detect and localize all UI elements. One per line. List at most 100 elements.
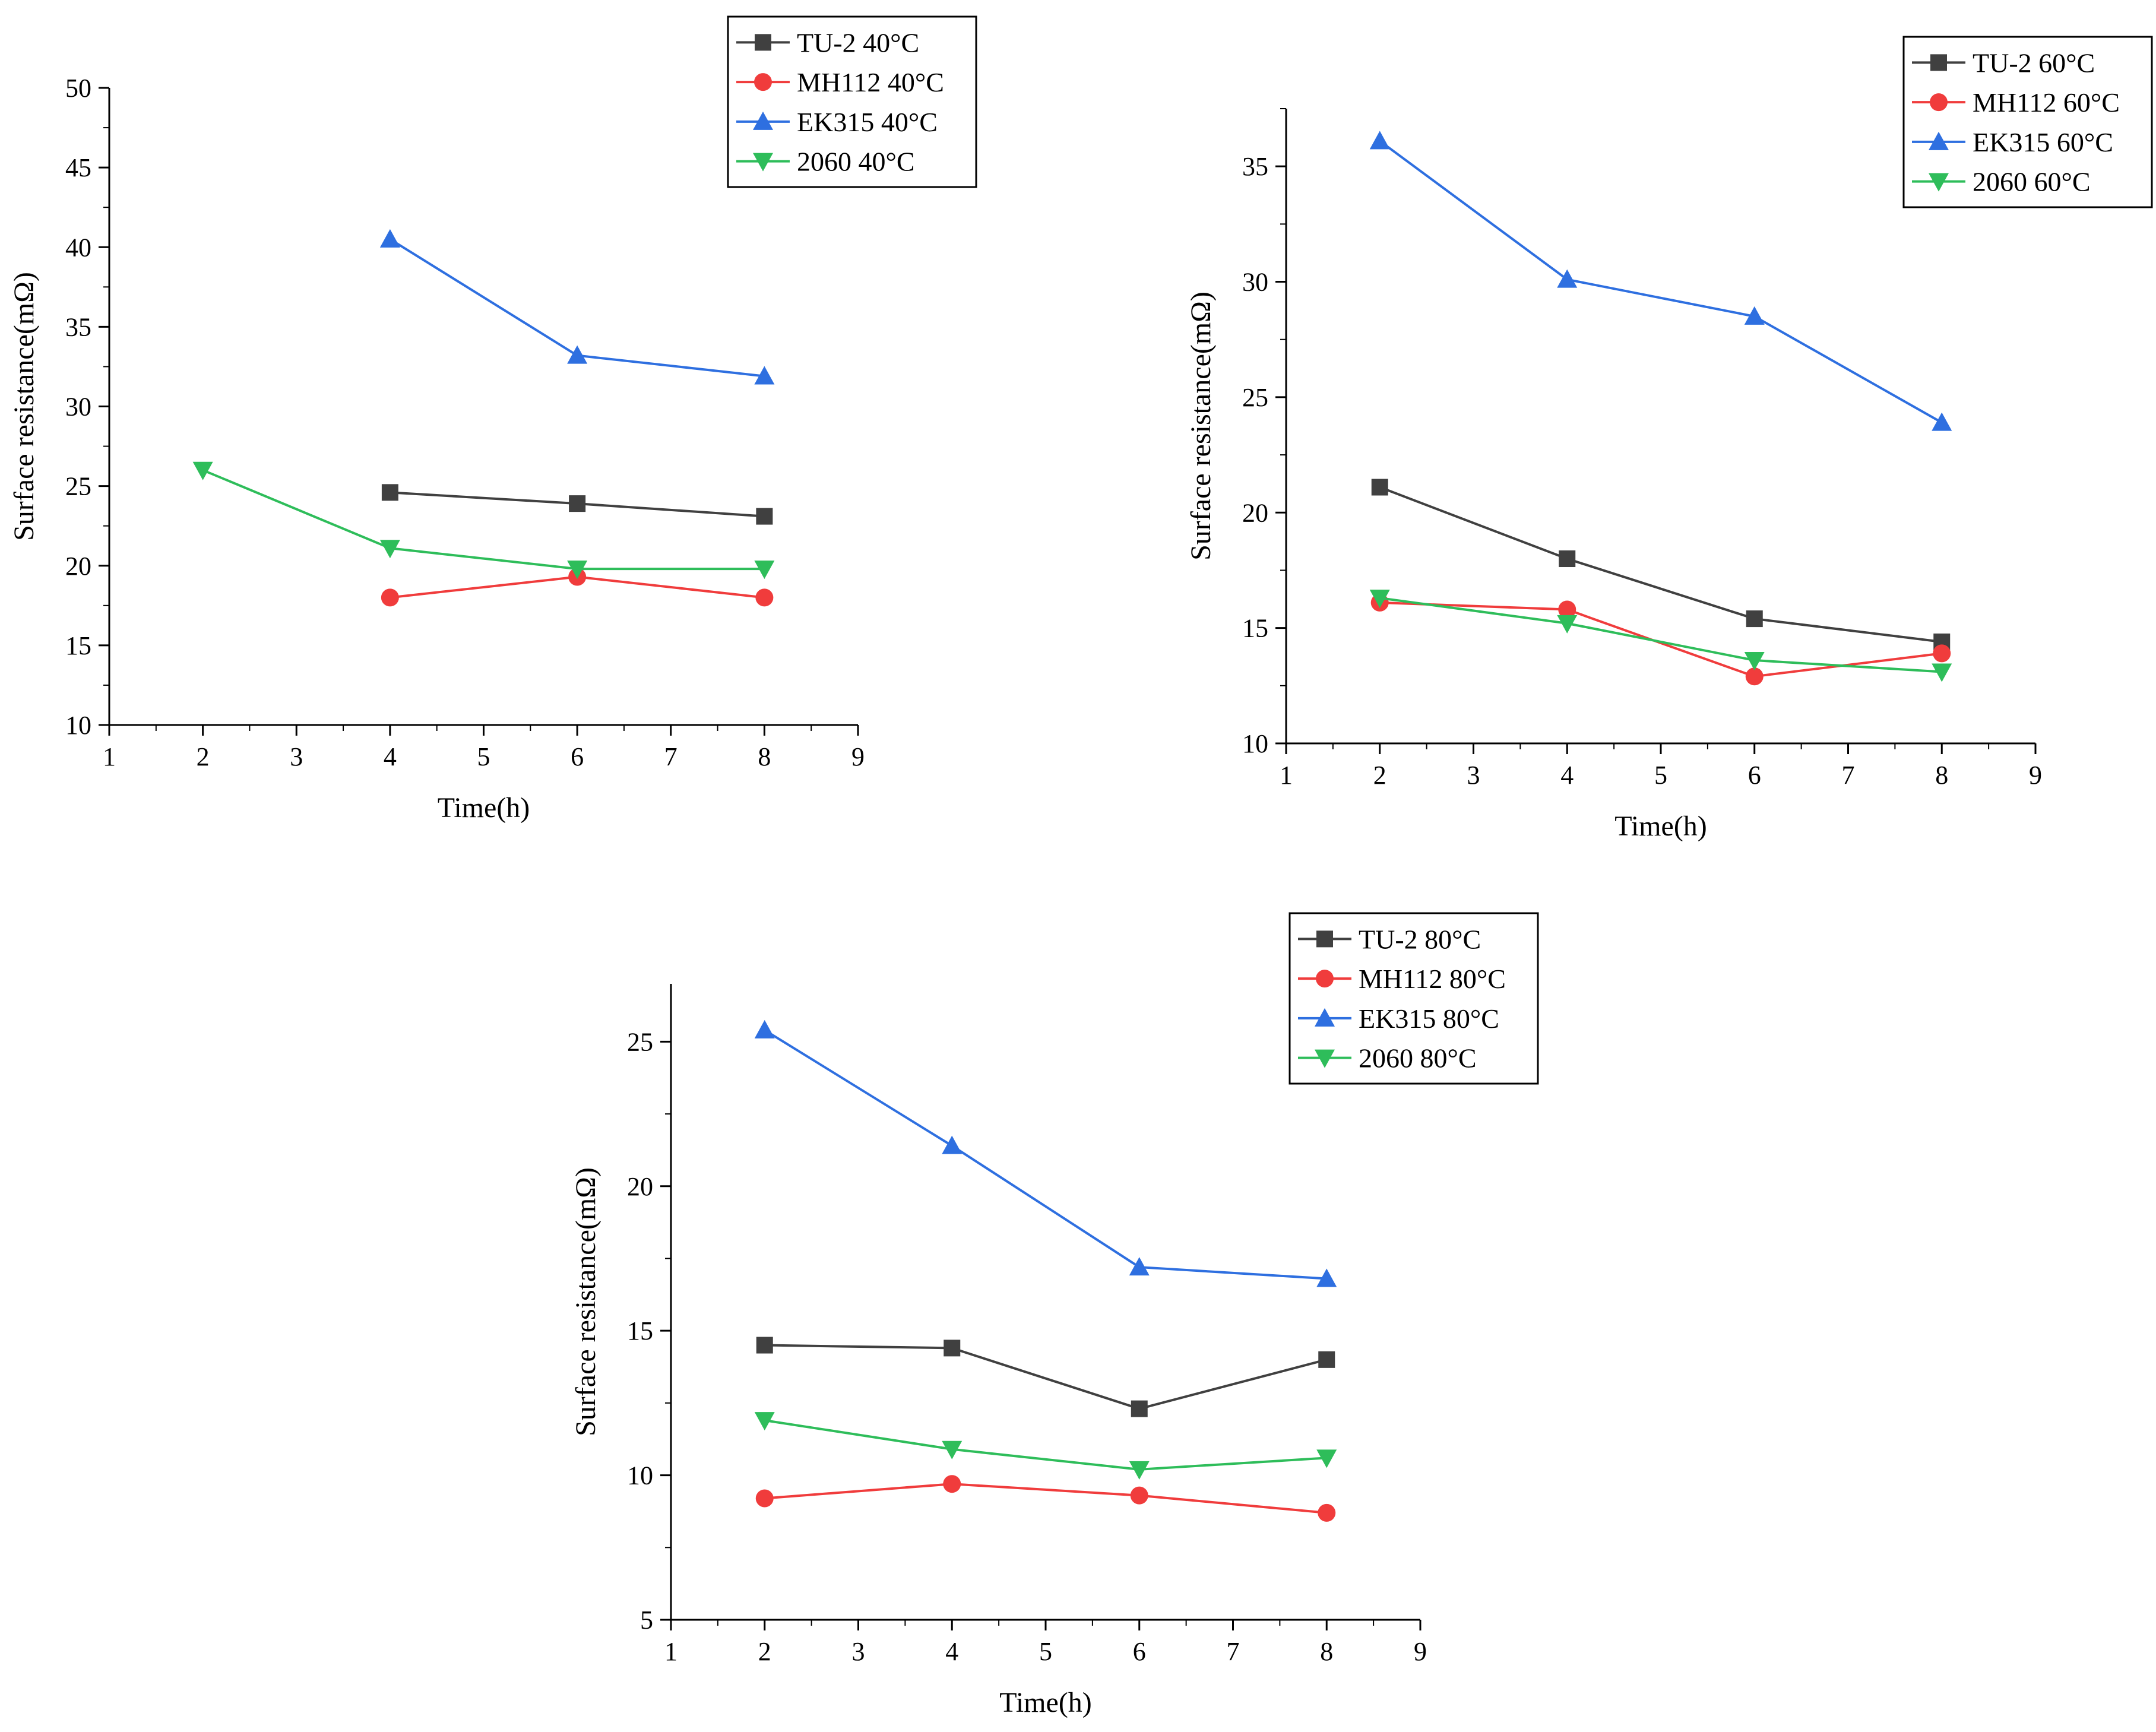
series-3: [1369, 131, 1952, 431]
data-point: [1932, 412, 1952, 431]
legend-marker: [1930, 54, 1947, 71]
legend-marker: [1315, 1049, 1335, 1068]
legend-marker: [755, 34, 771, 51]
data-point: [1557, 269, 1578, 288]
series-line: [764, 1419, 1327, 1471]
x-tick-label: 5: [1039, 1637, 1052, 1666]
x-tick-label: 6: [1748, 761, 1761, 790]
legend-marker: [1929, 131, 1949, 150]
data-point: [756, 1337, 773, 1354]
data-point: [1130, 1486, 1148, 1505]
series-line: [1379, 601, 1942, 678]
x-tick-label: 3: [852, 1637, 865, 1666]
data-point: [1369, 131, 1390, 150]
data-point: [754, 1412, 775, 1431]
y-tick-label: 35: [65, 312, 91, 341]
x-axis-title: Time(h): [1614, 810, 1707, 842]
y-tick-label: 15: [65, 631, 91, 660]
series-4: [192, 461, 775, 580]
x-tick-label: 4: [1560, 761, 1574, 790]
data-point: [1318, 1351, 1335, 1368]
data-point: [1131, 1400, 1148, 1417]
y-tick-label: 20: [65, 552, 91, 581]
x-tick-label: 7: [1227, 1637, 1240, 1666]
data-point: [1316, 1268, 1337, 1287]
series-line: [764, 1029, 1327, 1280]
data-point: [1744, 652, 1765, 671]
legend-marker: [1930, 93, 1948, 112]
chart-panel-3: 1 2 3 4 5 6 7 8 9 5 10 15 20 25 Time(h) Surface resista…: [570, 912, 1539, 1718]
y-axis-title: Surface resistance(mΩ): [1185, 292, 1217, 561]
x-tick-label: 8: [1935, 761, 1948, 790]
legend-label: MH112 80°C: [1359, 964, 1506, 994]
series-line: [764, 1344, 1327, 1410]
y-axis-title: Surface resistance(mΩ): [570, 1167, 601, 1436]
y-tick-label: 35: [1242, 152, 1268, 181]
data-point: [1371, 479, 1388, 496]
data-point: [1316, 1449, 1337, 1468]
x-tick-label: 8: [758, 742, 771, 771]
data-point: [942, 1440, 963, 1459]
y-tick-label: 25: [65, 472, 91, 501]
data-point: [569, 495, 586, 512]
legend-label: TU-2 80°C: [1359, 924, 1481, 954]
y-tick-label: 25: [1242, 383, 1268, 412]
legend-marker: [1929, 173, 1949, 192]
legend-label: 2060 40°C: [797, 147, 915, 177]
y-tick-label: 40: [65, 233, 91, 262]
y-tick-label: 5: [640, 1606, 653, 1635]
data-point: [755, 588, 774, 607]
legend-label: MH112 60°C: [1973, 87, 2120, 118]
series-4: [754, 1412, 1337, 1480]
x-tick-label: 8: [1320, 1637, 1333, 1666]
data-point: [379, 229, 400, 248]
data-point: [754, 561, 775, 580]
data-point: [943, 1475, 961, 1493]
x-tick-label: 9: [1414, 1637, 1427, 1666]
data-point: [1746, 610, 1763, 628]
data-point: [1558, 600, 1576, 619]
data-point: [1745, 667, 1764, 686]
series-line: [1379, 597, 1942, 673]
series-line: [1379, 486, 1942, 643]
y-tick-label: 30: [65, 392, 91, 422]
legend-label: EK315 40°C: [797, 107, 938, 137]
data-point: [1318, 1503, 1336, 1522]
y-tick-label: 10: [1242, 729, 1268, 758]
series-1: [381, 484, 773, 525]
y-tick-label: 15: [1242, 614, 1268, 643]
series-4: [1369, 590, 1952, 682]
legend: TU-2 60°C MH112 60°C EK315 60°C 2060 60°C: [1902, 36, 2153, 208]
x-tick-label: 2: [1373, 761, 1386, 790]
legend-label: 2060 80°C: [1359, 1043, 1477, 1074]
y-tick-label: 10: [627, 1461, 653, 1490]
x-tick-label: 3: [1467, 761, 1480, 790]
x-axis-title: Time(h): [438, 792, 530, 824]
x-tick-label: 4: [384, 742, 397, 771]
data-point: [944, 1340, 961, 1357]
legend-marker: [1316, 970, 1334, 988]
legend-label: TU-2 60°C: [1973, 48, 2095, 78]
x-tick-label: 6: [1133, 1637, 1146, 1666]
legend-marker: [753, 153, 773, 172]
x-axis-title: Time(h): [999, 1687, 1092, 1718]
x-tick-label: 5: [477, 742, 490, 771]
data-point: [942, 1135, 963, 1154]
data-point: [1744, 306, 1765, 325]
data-point: [1369, 590, 1390, 609]
y-tick-label: 20: [627, 1172, 653, 1201]
x-tick-label: 4: [945, 1637, 958, 1666]
legend: TU-2 40°C MH112 40°C EK315 40°C 2060 40°C: [727, 15, 977, 188]
x-tick-label: 7: [664, 742, 677, 771]
y-tick-label: 15: [627, 1316, 653, 1345]
series-line: [1379, 140, 1943, 424]
data-point: [756, 508, 773, 525]
data-point: [379, 540, 400, 559]
x-tick-label: 6: [571, 742, 584, 771]
data-point: [381, 484, 398, 501]
x-tick-label: 2: [758, 1637, 771, 1666]
data-point: [567, 345, 588, 364]
series-line: [764, 1483, 1327, 1514]
legend-marker: [1315, 1008, 1335, 1027]
